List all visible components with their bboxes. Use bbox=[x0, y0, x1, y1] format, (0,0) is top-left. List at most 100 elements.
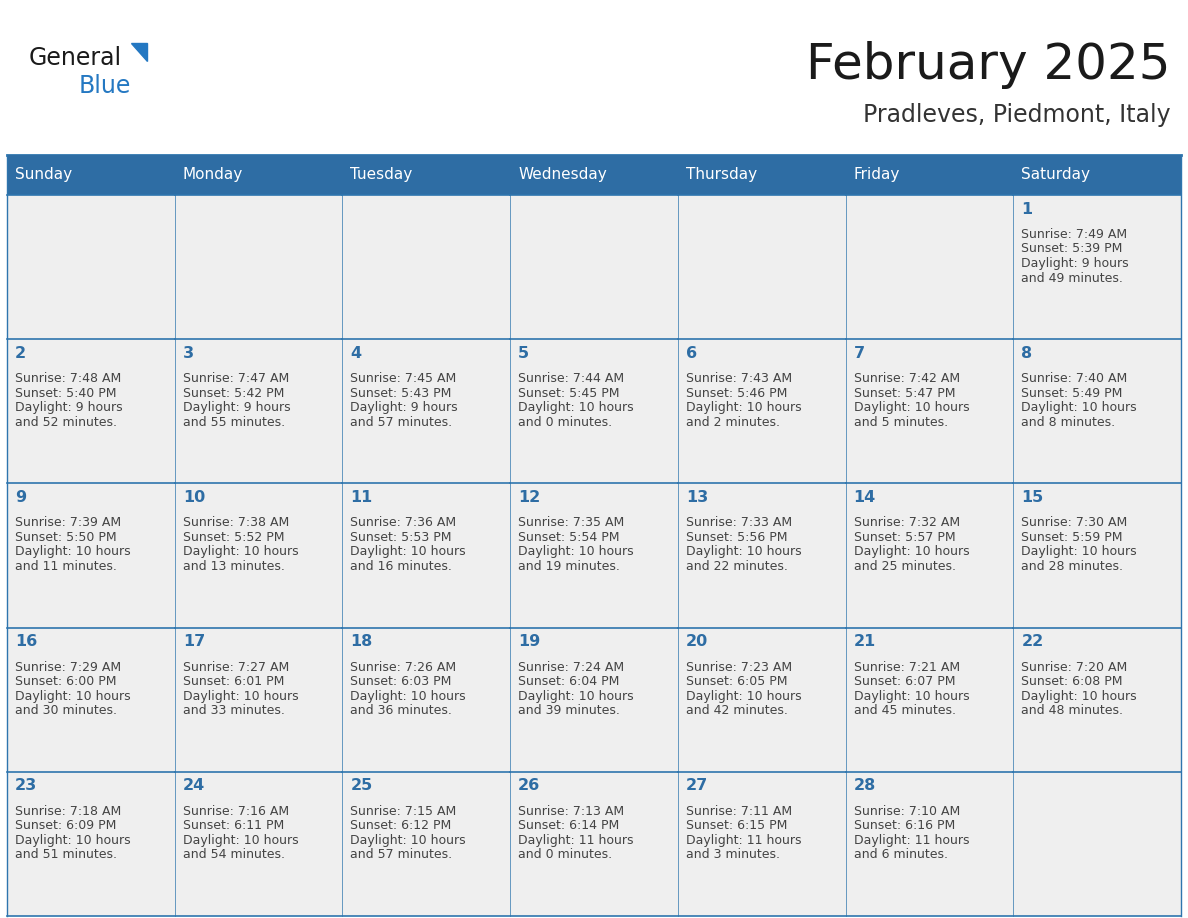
Bar bbox=[846, 155, 1013, 195]
Text: Daylight: 10 hours: Daylight: 10 hours bbox=[183, 689, 298, 702]
Text: Sunrise: 7:42 AM: Sunrise: 7:42 AM bbox=[853, 372, 960, 386]
Bar bbox=[7, 772, 175, 916]
Bar bbox=[175, 628, 342, 772]
Text: and 2 minutes.: and 2 minutes. bbox=[685, 416, 779, 429]
Text: Daylight: 9 hours: Daylight: 9 hours bbox=[15, 401, 122, 414]
Bar bbox=[175, 195, 342, 339]
Text: and 19 minutes.: and 19 minutes. bbox=[518, 560, 620, 573]
Text: Sunset: 5:50 PM: Sunset: 5:50 PM bbox=[15, 531, 116, 543]
Text: Daylight: 10 hours: Daylight: 10 hours bbox=[350, 545, 466, 558]
Text: and 49 minutes.: and 49 minutes. bbox=[1022, 272, 1123, 285]
Bar bbox=[342, 628, 510, 772]
Text: Sunset: 5:59 PM: Sunset: 5:59 PM bbox=[1022, 531, 1123, 543]
Text: and 3 minutes.: and 3 minutes. bbox=[685, 848, 779, 861]
Text: and 11 minutes.: and 11 minutes. bbox=[15, 560, 116, 573]
Text: 6: 6 bbox=[685, 346, 697, 361]
Text: Monday: Monday bbox=[183, 167, 244, 183]
Text: Sunrise: 7:45 AM: Sunrise: 7:45 AM bbox=[350, 372, 456, 386]
Text: Daylight: 10 hours: Daylight: 10 hours bbox=[518, 545, 633, 558]
Text: and 25 minutes.: and 25 minutes. bbox=[853, 560, 955, 573]
Text: Sunset: 5:39 PM: Sunset: 5:39 PM bbox=[1022, 242, 1123, 255]
Text: Sunrise: 7:21 AM: Sunrise: 7:21 AM bbox=[853, 661, 960, 674]
Text: Friday: Friday bbox=[853, 167, 901, 183]
Text: 12: 12 bbox=[518, 490, 541, 505]
Bar bbox=[1013, 155, 1181, 195]
Text: Sunrise: 7:30 AM: Sunrise: 7:30 AM bbox=[1022, 517, 1127, 530]
Text: Sunrise: 7:39 AM: Sunrise: 7:39 AM bbox=[15, 517, 121, 530]
Text: Sunrise: 7:48 AM: Sunrise: 7:48 AM bbox=[15, 372, 121, 386]
Bar bbox=[7, 628, 175, 772]
Text: Sunrise: 7:26 AM: Sunrise: 7:26 AM bbox=[350, 661, 456, 674]
Text: Sunset: 5:42 PM: Sunset: 5:42 PM bbox=[183, 386, 284, 399]
Bar bbox=[7, 484, 175, 628]
Text: Daylight: 9 hours: Daylight: 9 hours bbox=[183, 401, 290, 414]
Text: Sunset: 6:05 PM: Sunset: 6:05 PM bbox=[685, 675, 788, 688]
Bar bbox=[510, 155, 678, 195]
Text: Sunset: 5:43 PM: Sunset: 5:43 PM bbox=[350, 386, 451, 399]
Text: 18: 18 bbox=[350, 634, 373, 649]
Text: Sunset: 5:52 PM: Sunset: 5:52 PM bbox=[183, 531, 284, 543]
Text: Sunset: 6:15 PM: Sunset: 6:15 PM bbox=[685, 819, 788, 833]
Text: Sunrise: 7:32 AM: Sunrise: 7:32 AM bbox=[853, 517, 960, 530]
Text: 7: 7 bbox=[853, 346, 865, 361]
Text: Sunrise: 7:20 AM: Sunrise: 7:20 AM bbox=[1022, 661, 1127, 674]
Text: Sunset: 5:49 PM: Sunset: 5:49 PM bbox=[1022, 386, 1123, 399]
Text: Sunset: 6:01 PM: Sunset: 6:01 PM bbox=[183, 675, 284, 688]
Bar bbox=[175, 484, 342, 628]
Text: Sunset: 5:54 PM: Sunset: 5:54 PM bbox=[518, 531, 620, 543]
Text: and 33 minutes.: and 33 minutes. bbox=[183, 704, 285, 717]
Bar bbox=[510, 195, 678, 339]
Text: Sunrise: 7:44 AM: Sunrise: 7:44 AM bbox=[518, 372, 624, 386]
Bar bbox=[846, 339, 1013, 484]
Bar bbox=[1013, 628, 1181, 772]
Text: 28: 28 bbox=[853, 778, 876, 793]
Text: 19: 19 bbox=[518, 634, 541, 649]
Bar bbox=[342, 484, 510, 628]
Text: Sunset: 6:00 PM: Sunset: 6:00 PM bbox=[15, 675, 116, 688]
Text: Sunset: 6:11 PM: Sunset: 6:11 PM bbox=[183, 819, 284, 833]
Text: and 22 minutes.: and 22 minutes. bbox=[685, 560, 788, 573]
Text: Sunset: 6:04 PM: Sunset: 6:04 PM bbox=[518, 675, 619, 688]
Text: Sunset: 6:14 PM: Sunset: 6:14 PM bbox=[518, 819, 619, 833]
Text: Daylight: 10 hours: Daylight: 10 hours bbox=[15, 689, 131, 702]
Text: Sunset: 6:12 PM: Sunset: 6:12 PM bbox=[350, 819, 451, 833]
Bar bbox=[342, 195, 510, 339]
Text: Sunrise: 7:13 AM: Sunrise: 7:13 AM bbox=[518, 805, 624, 818]
Text: and 16 minutes.: and 16 minutes. bbox=[350, 560, 453, 573]
Text: 17: 17 bbox=[183, 634, 206, 649]
Text: Sunrise: 7:24 AM: Sunrise: 7:24 AM bbox=[518, 661, 624, 674]
Bar bbox=[175, 772, 342, 916]
Bar bbox=[342, 772, 510, 916]
Text: Sunset: 5:47 PM: Sunset: 5:47 PM bbox=[853, 386, 955, 399]
Text: 26: 26 bbox=[518, 778, 541, 793]
Bar bbox=[7, 195, 175, 339]
Text: and 42 minutes.: and 42 minutes. bbox=[685, 704, 788, 717]
Bar bbox=[510, 484, 678, 628]
Bar bbox=[1013, 484, 1181, 628]
Bar bbox=[7, 155, 175, 195]
Text: 11: 11 bbox=[350, 490, 373, 505]
Text: and 5 minutes.: and 5 minutes. bbox=[853, 416, 948, 429]
Text: 9: 9 bbox=[15, 490, 26, 505]
Bar bbox=[1013, 339, 1181, 484]
Text: Daylight: 10 hours: Daylight: 10 hours bbox=[1022, 545, 1137, 558]
Text: 2: 2 bbox=[15, 346, 26, 361]
Text: Tuesday: Tuesday bbox=[350, 167, 412, 183]
Text: Daylight: 9 hours: Daylight: 9 hours bbox=[1022, 257, 1129, 270]
Text: Daylight: 11 hours: Daylight: 11 hours bbox=[853, 834, 969, 846]
Bar bbox=[175, 339, 342, 484]
Text: 20: 20 bbox=[685, 634, 708, 649]
Text: Daylight: 10 hours: Daylight: 10 hours bbox=[685, 401, 802, 414]
Text: Sunset: 5:40 PM: Sunset: 5:40 PM bbox=[15, 386, 116, 399]
Text: 1: 1 bbox=[1022, 201, 1032, 217]
Text: Sunrise: 7:47 AM: Sunrise: 7:47 AM bbox=[183, 372, 289, 386]
Polygon shape bbox=[131, 43, 147, 61]
Bar bbox=[678, 772, 846, 916]
Text: Sunrise: 7:27 AM: Sunrise: 7:27 AM bbox=[183, 661, 289, 674]
Text: Sunrise: 7:16 AM: Sunrise: 7:16 AM bbox=[183, 805, 289, 818]
Text: and 54 minutes.: and 54 minutes. bbox=[183, 848, 285, 861]
Bar bbox=[678, 339, 846, 484]
Text: Daylight: 10 hours: Daylight: 10 hours bbox=[518, 689, 633, 702]
Text: 13: 13 bbox=[685, 490, 708, 505]
Text: Daylight: 11 hours: Daylight: 11 hours bbox=[518, 834, 633, 846]
